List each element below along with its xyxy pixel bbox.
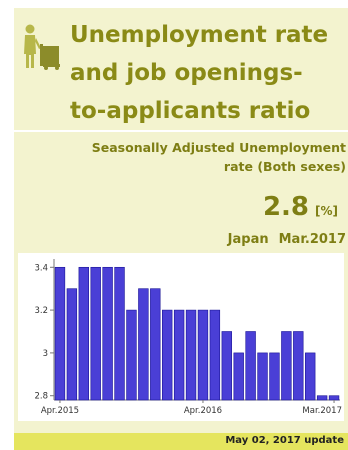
bar: [316, 395, 328, 401]
value-unit: [%]: [315, 204, 338, 218]
bar: [150, 288, 161, 401]
bar: [78, 266, 89, 401]
bar: [114, 266, 125, 401]
chart-panel: 2.8 3 3.2 3.4 Apr.2015 Apr.2016 Mar.2017: [18, 253, 344, 421]
bar: [209, 309, 221, 401]
title-line-2: and job openings-: [70, 60, 303, 86]
bar: [185, 309, 197, 401]
bar: [269, 352, 280, 401]
y-tick-label: 3: [43, 349, 48, 359]
y-tick-label: 3.4: [34, 263, 48, 273]
period-label: Mar.2017: [278, 232, 346, 247]
card-header: Unemployment rate and job openings- to-a…: [14, 8, 348, 130]
bar: [126, 309, 137, 401]
unemployment-bar-chart: 2.8 3 3.2 3.4 Apr.2015 Apr.2016 Mar.2017: [34, 259, 342, 416]
bar: [233, 352, 244, 401]
bar: [257, 352, 268, 401]
bar: [221, 331, 232, 401]
y-tick-label: 3.2: [34, 306, 48, 316]
indicator-card: Unemployment rate and job openings- to-a…: [14, 8, 348, 450]
bar: [173, 309, 185, 401]
bar: [245, 331, 256, 401]
y-tick-label: 2.8: [34, 392, 48, 402]
latest-value: 2.8: [262, 192, 309, 222]
bar: [281, 331, 292, 401]
x-tick-label: Mar.2017: [302, 406, 342, 416]
header-divider: [14, 130, 348, 132]
x-tick-label: Apr.2016: [184, 406, 222, 416]
x-tick-label: Apr.2015: [41, 406, 79, 416]
region-label: Japan: [227, 232, 269, 247]
bar: [102, 266, 113, 401]
region-period-row: Japan Mar.2017: [228, 232, 346, 247]
footer-band: May 02, 2017 update: [14, 433, 348, 450]
bar: [197, 309, 209, 401]
page-title: Unemployment rate and job openings- to-a…: [70, 16, 346, 130]
title-line-1: Unemployment rate: [70, 22, 329, 48]
bar: [328, 395, 340, 401]
update-date: May 02, 2017 update: [225, 435, 344, 446]
indicator-subtitle: Seasonally Adjusted Unemployment rate (B…: [16, 138, 346, 176]
subtitle-line-2: rate (Both sexes): [223, 159, 346, 174]
latest-value-row: 2.8 [%]: [263, 192, 338, 222]
bar: [54, 266, 66, 401]
subtitle-line-1: Seasonally Adjusted Unemployment: [91, 140, 346, 155]
bar: [90, 266, 101, 401]
bar: [138, 288, 149, 401]
bar: [162, 309, 173, 401]
bar: [305, 352, 316, 401]
worker-with-cart-icon: [24, 24, 60, 70]
title-line-3: to-applicants ratio: [70, 98, 311, 124]
bar: [66, 288, 78, 401]
bar: [293, 331, 304, 401]
